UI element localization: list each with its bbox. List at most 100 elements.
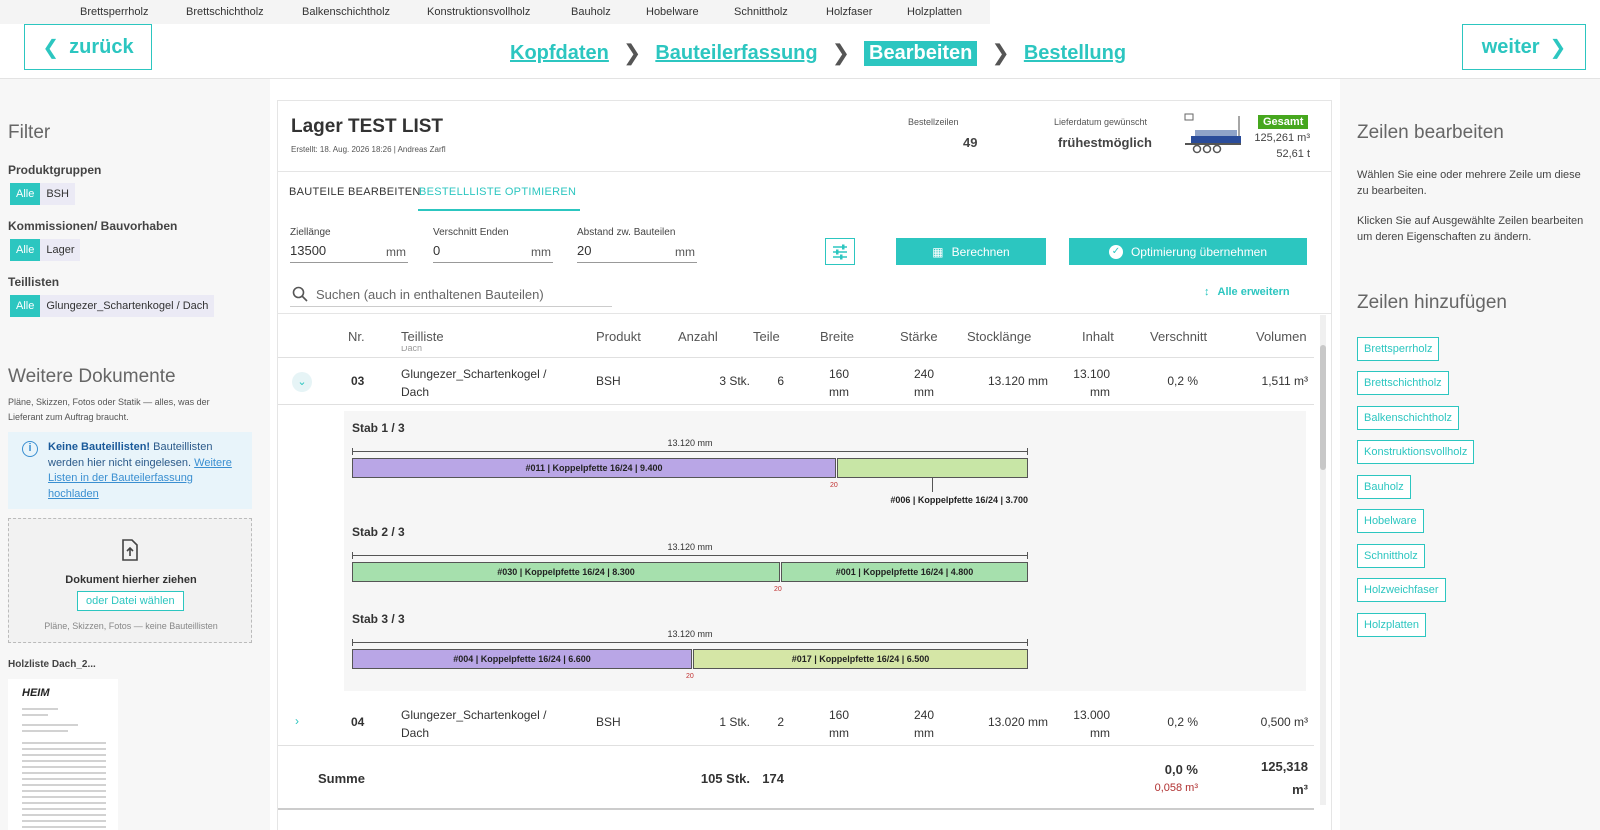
chevron-down-icon[interactable]: ⌄ — [292, 372, 312, 392]
add-holzweichfaser-button[interactable]: Holzweichfaser — [1357, 578, 1446, 602]
filter-chip[interactable]: Lager — [40, 239, 81, 261]
stab-label: Stab 2 / 3 — [352, 525, 405, 539]
scrollbar[interactable] — [1320, 315, 1326, 805]
stab-length: 13.120 mm — [667, 542, 713, 552]
info-icon: i — [22, 441, 38, 457]
filter-chip[interactable]: BSH — [40, 183, 75, 205]
gap-input[interactable]: 20 mm — [577, 243, 697, 263]
field-label: Abstand zw. Bauteilen — [577, 227, 676, 238]
col-header-inhalt[interactable]: Inhalt — [1082, 329, 1114, 344]
table-row[interactable]: ⌄ 03 Glungezer_Schartenkogel / Dach BSH 3… — [278, 358, 1314, 405]
step-bearbeiten[interactable]: Bearbeiten — [864, 40, 978, 66]
back-button[interactable]: ❮ zurück — [24, 24, 152, 70]
choose-file-button[interactable]: oder Datei wählen — [77, 591, 184, 611]
add-brettsperrholz-button[interactable]: Brettsperrholz — [1357, 337, 1440, 361]
cutting-plan: Stab 1 / 3 13.120 mm #011 | Koppelpfette 1… — [344, 411, 1306, 691]
expand-icon: ↕ — [1204, 286, 1210, 298]
dropzone[interactable]: Dokument hierher ziehen oder Datei wähle… — [8, 518, 252, 643]
filter-label: Teillisten — [8, 275, 60, 289]
filter-chip-all[interactable]: Alle — [10, 239, 41, 261]
add-hobelware-button[interactable]: Hobelware — [1357, 509, 1424, 533]
add-bauholz-button[interactable]: Bauholz — [1357, 475, 1411, 499]
lines-value: 49 — [963, 135, 978, 150]
tab-bestellliste-optimieren[interactable]: BESTELLLISTE OPTIMIEREN — [419, 186, 577, 198]
col-header-nr[interactable]: Nr. — [348, 329, 365, 344]
col-header-produkt[interactable]: Produkt — [596, 329, 641, 344]
filter-chip[interactable]: Glungezer_Schartenkogel / Dach — [40, 295, 215, 317]
nav-item[interactable]: Schnittholz — [734, 6, 788, 18]
add-holzplatten-button[interactable]: Holzplatten — [1357, 613, 1427, 637]
field-label: Ziellänge — [290, 227, 331, 238]
filter-group-kommissionen: Alle Lager — [10, 239, 81, 261]
stab-piece[interactable]: #017 | Koppelpfette 16/24 | 6.500 — [693, 649, 1028, 669]
stab-piece[interactable]: #004 | Koppelpfette 16/24 | 6.600 — [352, 649, 692, 669]
col-header-teile[interactable]: Teile — [753, 329, 780, 344]
document-thumbnail[interactable]: HEIM — [8, 679, 118, 830]
table-row[interactable]: › 04 Glungezer_Schartenkogel / Dach BSH 1… — [278, 699, 1314, 746]
sum-waste-pct: 0,0 % — [1164, 762, 1198, 777]
chevron-right-icon[interactable]: › — [295, 714, 299, 728]
filter-title: Filter — [8, 122, 51, 143]
step-bestellung[interactable]: Bestellung — [1023, 41, 1127, 64]
stab-length: 13.120 mm — [667, 438, 713, 448]
step-bauteilerfassung[interactable]: Bauteilerfassung — [655, 41, 818, 64]
stab-label: Stab 3 / 3 — [352, 612, 405, 626]
total-volume: 125,261 m³ — [1254, 132, 1310, 144]
target-length-input[interactable]: 13500 mm — [290, 243, 408, 263]
nav-item[interactable]: Balkenschichtholz — [302, 6, 391, 18]
add-konstruktionsvollholz-button[interactable]: Konstruktionsvollholz — [1357, 440, 1475, 464]
add-balkenschichtholz-button[interactable]: Balkenschichtholz — [1357, 406, 1460, 430]
scrollbar-thumb[interactable] — [1320, 345, 1326, 470]
left-sidebar: Filter Produktgruppen Alle BSH Kommission… — [0, 79, 270, 830]
nav-item[interactable]: Holzplatten — [907, 6, 963, 18]
filter-chip-all[interactable]: Alle — [10, 295, 41, 317]
nav-item[interactable]: Konstruktionsvollholz — [427, 6, 531, 18]
end-waste-input[interactable]: 0 mm — [433, 243, 553, 263]
step-kopfdaten[interactable]: Kopfdaten — [510, 41, 609, 64]
file-name[interactable]: Holzliste Dach_2... — [8, 659, 96, 670]
stab-piece[interactable]: #011 | Koppelpfette 16/24 | 9.400 — [352, 458, 836, 478]
row-anzahl: 1 Stk. — [719, 715, 750, 729]
row-teile: 6 — [777, 374, 784, 388]
dropzone-title: Dokument hierher ziehen — [65, 574, 197, 586]
right-sidebar: Zeilen bearbeiten Wählen Sie eine oder m… — [1340, 79, 1600, 830]
apply-optimization-button[interactable]: ✓ Optimierung übernehmen — [1069, 238, 1307, 265]
expand-all-button[interactable]: ↕ Alle erweitern — [1204, 286, 1290, 298]
divider — [278, 808, 1314, 810]
calculate-button[interactable]: ▦ Berechnen — [896, 238, 1046, 265]
info-box: i Keine Bauteillisten! Bauteillisten wer… — [8, 432, 252, 509]
row-staerke: 240 mm — [913, 367, 934, 399]
col-header-teilliste[interactable]: Teilliste — [401, 329, 444, 344]
settings-button[interactable] — [825, 238, 855, 265]
nav-item[interactable]: Brettsperrholz — [80, 6, 149, 18]
col-header-verschnitt[interactable]: Verschnitt — [1150, 329, 1208, 344]
col-header-volumen[interactable]: Volumen — [1256, 329, 1307, 344]
sum-qty: 105 Stk. — [700, 771, 750, 786]
info-text: Bauteillisten werden hier nicht eingeles… — [48, 441, 213, 469]
add-brettschichtholz-button[interactable]: Brettschichtholz — [1357, 371, 1449, 395]
nav-item[interactable]: Hobelware — [646, 6, 699, 18]
info-link[interactable]: Weitere Listen in der Bauteilerfassung h… — [48, 456, 232, 500]
col-header-stocklaenge[interactable]: Stocklänge — [967, 329, 1032, 344]
nav-item[interactable]: Bauholz — [571, 6, 611, 18]
date-value: frühestmöglich — [1058, 135, 1152, 150]
search-icon — [292, 286, 308, 302]
field-label: Verschnitt Enden — [433, 227, 509, 238]
filter-chip-all[interactable]: Alle — [10, 183, 41, 205]
nav-item[interactable]: Holzfaser — [826, 6, 873, 18]
search-input[interactable]: Suchen (auch in enthaltenen Bauteilen) — [290, 283, 612, 307]
add-schnittholz-button[interactable]: Schnittholz — [1357, 544, 1425, 568]
col-header-staerke[interactable]: Stärke — [900, 329, 938, 344]
next-button[interactable]: weiter ❯ — [1462, 24, 1586, 70]
tab-bauteile-bearbeiten[interactable]: BAUTEILE BEARBEITEN — [289, 186, 421, 198]
col-header-anzahl[interactable]: Anzahl — [678, 329, 718, 344]
stab-piece[interactable]: #001 | Koppelpfette 16/24 | 4.800 — [781, 562, 1028, 582]
row-anzahl: 3 Stk. — [719, 374, 750, 388]
stab-piece[interactable] — [837, 458, 1028, 478]
col-header-breite[interactable]: Breite — [820, 329, 854, 344]
chevron-right-icon: ❯ — [831, 40, 851, 65]
nav-item[interactable]: Brettschichtholz — [186, 6, 264, 18]
divider — [278, 745, 1314, 746]
dimension-line — [352, 642, 1028, 643]
stab-piece[interactable]: #030 | Koppelpfette 16/24 | 8.300 — [352, 562, 780, 582]
